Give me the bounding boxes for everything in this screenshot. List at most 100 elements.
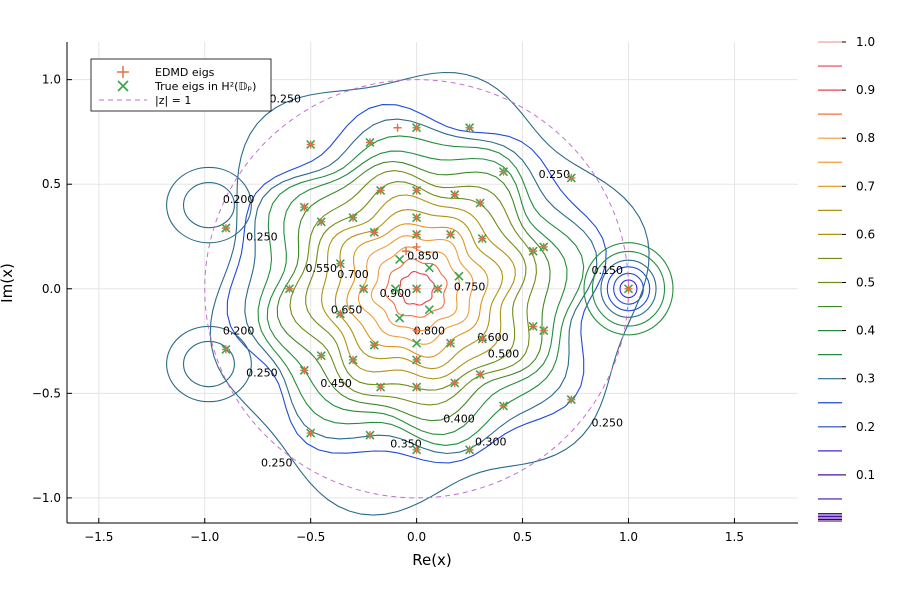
- edmd-eig-marker: [365, 138, 374, 147]
- y-tick-label: −0.5: [32, 386, 61, 400]
- contour-line: [321, 194, 516, 380]
- edmd-eig-marker: [349, 355, 358, 364]
- edmd-eig-marker: [306, 140, 315, 149]
- x-tick-label: −1.5: [84, 530, 113, 544]
- contour-line: [305, 181, 527, 391]
- contour-line: [276, 160, 551, 422]
- x-tick-label: 1.0: [619, 530, 638, 544]
- edmd-eig-marker: [450, 190, 459, 199]
- contour-line: [257, 135, 585, 446]
- y-tick-label: 0.5: [42, 177, 61, 191]
- contour-label: 0.200: [223, 193, 255, 206]
- x-tick-label: 0.5: [513, 530, 532, 544]
- edmd-eig-marker: [412, 186, 421, 195]
- true-eig-marker: [424, 263, 434, 273]
- colorbar-tick-label: 0.1: [856, 468, 875, 482]
- contour-label: 0.800: [414, 325, 446, 338]
- edmd-eig-marker: [567, 395, 576, 404]
- legend-label: |z| = 1: [155, 94, 191, 107]
- contour-label: 0.550: [306, 262, 338, 275]
- x-tick-label: −0.5: [296, 530, 325, 544]
- y-tick-label: 1.0: [42, 73, 61, 87]
- edmd-eig-marker: [412, 213, 421, 222]
- colorbar-tick-label: 0.2: [856, 420, 875, 434]
- edmd-eig-marker: [412, 383, 421, 392]
- legend-edmd-swatch: [117, 66, 129, 78]
- edmd-eig-marker: [567, 173, 576, 182]
- contour-label: 0.500: [488, 348, 520, 361]
- contour-line: [226, 104, 607, 464]
- edmd-eig-marker: [465, 445, 474, 454]
- edmd-eig-marker: [221, 224, 230, 233]
- contour-line: [398, 271, 436, 306]
- edmd-eig-marker: [359, 284, 368, 293]
- x-tick-label: 1.5: [725, 530, 744, 544]
- edmd-eig-marker: [478, 334, 487, 343]
- edmd-eig-marker: [402, 247, 411, 256]
- colorbar: 0.1 0.2 0.3 0.4 0.5 0.6 0.7 0.8 0.9 1.0: [818, 35, 875, 522]
- edmd-eig-marker: [499, 401, 508, 410]
- colorbar-tick-label: 0.5: [856, 276, 875, 290]
- tick-labels: −1.5 −1.0 −0.5 0.0 0.5 1.0 1.5 −1.0 −0.5 0.0 0.5 1.…: [32, 73, 744, 544]
- contour-line: [600, 259, 657, 318]
- true-eig-marker: [395, 313, 405, 323]
- contour-label: 0.250: [246, 366, 278, 379]
- legend-true-swatch: [117, 80, 129, 92]
- contour-line: [591, 250, 666, 327]
- edmd-eig-marker: [412, 326, 421, 335]
- contour-line: [606, 266, 651, 312]
- edmd-eig-marker: [499, 167, 508, 176]
- contour-label: 0.200: [223, 325, 255, 338]
- edmd-eig-marker: [476, 199, 485, 208]
- edmd-eig-marker: [433, 284, 442, 293]
- edmd-eig-marker: [539, 326, 548, 335]
- contour-label: 0.750: [454, 281, 486, 294]
- edmd-eig-marker: [317, 217, 326, 226]
- true-eig-marker: [454, 271, 464, 281]
- contour-line: [166, 325, 252, 403]
- edmd-eig-marker: [365, 431, 374, 440]
- contour-label: 0.150: [592, 264, 624, 277]
- true-eig-marker: [424, 305, 434, 315]
- edmd-eig-marker: [446, 339, 455, 348]
- edmd-eig-marker: [221, 345, 230, 354]
- contour-label: 0.450: [320, 377, 352, 390]
- edmd-eig-marker: [446, 230, 455, 239]
- colorbar-tick-label: 1.0: [856, 35, 875, 49]
- edmd-eig-marker: [529, 247, 538, 256]
- contour-line: [619, 279, 638, 299]
- edmd-eig-marker: [476, 370, 485, 379]
- contour-line: [244, 118, 598, 455]
- colorbar-tick-label: 0.6: [856, 227, 875, 241]
- edmd-eig-marker: [349, 213, 358, 222]
- edmd-eig-marker: [539, 242, 548, 251]
- true-eig-marker: [412, 338, 422, 348]
- contour-labels: 0.250 0.200 0.250 0.200 0.250 0.250 0.250 0.150…: [223, 92, 623, 469]
- edmd-eig-marker: [370, 228, 379, 237]
- contour-line: [334, 209, 504, 370]
- x-tick-label: −1.0: [190, 530, 219, 544]
- edmd-eig-marker: [412, 230, 421, 239]
- colorbar-tick-label: 0.7: [856, 179, 875, 193]
- edmd-eig-marker: [412, 242, 421, 251]
- contour-label: 0.250: [246, 230, 278, 243]
- x-axis-label: Re(x): [412, 551, 452, 569]
- edmd-eig-marker: [412, 355, 421, 364]
- colorbar-tick-label: 0.9: [856, 83, 875, 97]
- contour-label: 0.400: [443, 412, 475, 425]
- edmd-eig-marker: [285, 284, 294, 293]
- edmd-eig-marker: [306, 429, 315, 438]
- contour-label: 0.250: [261, 456, 293, 469]
- y-axis-label: Im(x): [0, 263, 16, 303]
- edmd-eig-marker: [465, 123, 474, 132]
- edmd-eig-marker: [412, 284, 421, 293]
- edmd-eig-marker: [317, 351, 326, 360]
- colorbar-tick-label: 0.3: [856, 372, 875, 386]
- true-eig-marker: [390, 284, 400, 294]
- contour-label: 0.650: [331, 304, 363, 317]
- contour-label: 0.300: [475, 435, 507, 448]
- eigenvalue-markers: [221, 123, 634, 455]
- contour-line: [166, 166, 252, 244]
